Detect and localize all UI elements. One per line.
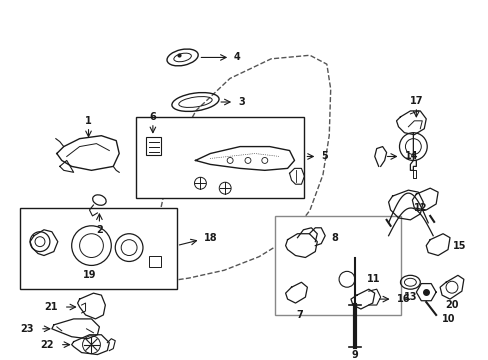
Text: 21: 21 <box>44 302 58 312</box>
Text: 5: 5 <box>321 152 327 162</box>
FancyBboxPatch shape <box>20 208 176 289</box>
Text: 10: 10 <box>441 314 455 324</box>
FancyBboxPatch shape <box>274 216 401 315</box>
Text: 22: 22 <box>41 339 54 350</box>
Text: 20: 20 <box>445 300 458 310</box>
Text: 6: 6 <box>149 112 156 122</box>
Text: 13: 13 <box>403 292 416 302</box>
Text: 11: 11 <box>366 274 380 284</box>
Text: 18: 18 <box>204 233 218 243</box>
Text: 17: 17 <box>409 96 422 106</box>
Text: 9: 9 <box>351 350 358 360</box>
Text: 19: 19 <box>82 270 96 280</box>
Text: 4: 4 <box>234 53 241 62</box>
Text: 2: 2 <box>96 225 102 235</box>
Text: 12: 12 <box>413 203 426 213</box>
FancyBboxPatch shape <box>136 117 304 198</box>
FancyBboxPatch shape <box>149 256 161 267</box>
FancyBboxPatch shape <box>145 137 161 154</box>
Text: 8: 8 <box>330 233 337 243</box>
Text: 23: 23 <box>20 324 34 334</box>
Text: 15: 15 <box>452 240 466 251</box>
Text: 3: 3 <box>238 97 244 107</box>
Text: 16: 16 <box>396 294 409 304</box>
Text: 1: 1 <box>85 116 92 126</box>
Text: 7: 7 <box>296 310 302 320</box>
Text: 14: 14 <box>404 152 417 162</box>
